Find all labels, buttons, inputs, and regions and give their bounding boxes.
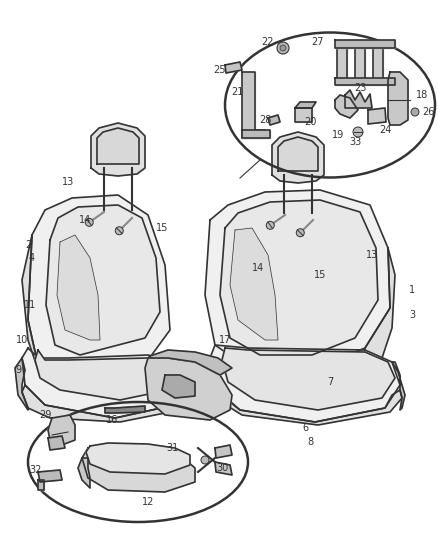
Polygon shape xyxy=(220,200,378,355)
Text: 6: 6 xyxy=(302,423,308,433)
Text: 15: 15 xyxy=(156,223,168,233)
Polygon shape xyxy=(272,132,324,183)
Text: 20: 20 xyxy=(304,117,316,127)
Polygon shape xyxy=(337,42,347,80)
Text: 16: 16 xyxy=(106,415,118,425)
Polygon shape xyxy=(105,406,145,413)
Text: 33: 33 xyxy=(349,137,361,147)
Polygon shape xyxy=(388,72,408,125)
Polygon shape xyxy=(215,445,232,458)
Circle shape xyxy=(85,219,93,227)
Polygon shape xyxy=(268,115,280,125)
Polygon shape xyxy=(242,72,265,138)
Text: 23: 23 xyxy=(354,83,366,93)
Text: 13: 13 xyxy=(62,177,74,187)
Text: 12: 12 xyxy=(142,497,154,507)
Polygon shape xyxy=(35,350,175,400)
Polygon shape xyxy=(22,348,185,418)
Text: 11: 11 xyxy=(24,300,36,310)
Polygon shape xyxy=(392,362,405,410)
Polygon shape xyxy=(46,205,160,355)
Polygon shape xyxy=(82,446,195,492)
Polygon shape xyxy=(145,358,232,420)
Polygon shape xyxy=(22,235,68,382)
Text: 24: 24 xyxy=(379,125,391,135)
Circle shape xyxy=(277,42,289,54)
Polygon shape xyxy=(230,228,278,340)
Text: 26: 26 xyxy=(422,107,434,117)
Text: 17: 17 xyxy=(219,335,231,345)
Polygon shape xyxy=(210,345,400,422)
Text: 15: 15 xyxy=(314,270,326,280)
Text: 21: 21 xyxy=(231,87,243,97)
Text: 22: 22 xyxy=(262,37,274,47)
Text: 31: 31 xyxy=(166,443,178,453)
Text: 8: 8 xyxy=(307,437,313,447)
Text: 2: 2 xyxy=(25,240,31,250)
Polygon shape xyxy=(205,190,390,368)
Circle shape xyxy=(266,221,274,229)
Polygon shape xyxy=(278,137,318,171)
Text: 7: 7 xyxy=(327,377,333,387)
Polygon shape xyxy=(355,42,365,80)
Polygon shape xyxy=(162,375,195,398)
Polygon shape xyxy=(242,130,270,138)
Polygon shape xyxy=(38,480,44,490)
Text: 19: 19 xyxy=(332,130,344,140)
Polygon shape xyxy=(365,248,395,370)
Circle shape xyxy=(115,227,123,235)
Text: 4: 4 xyxy=(29,253,35,263)
Circle shape xyxy=(411,108,419,116)
Text: 10: 10 xyxy=(16,335,28,345)
Polygon shape xyxy=(86,443,190,474)
Polygon shape xyxy=(345,90,372,108)
Text: 14: 14 xyxy=(252,263,264,273)
Polygon shape xyxy=(222,348,395,410)
Text: 28: 28 xyxy=(259,115,271,125)
Polygon shape xyxy=(48,436,65,450)
Text: 25: 25 xyxy=(214,65,226,75)
Polygon shape xyxy=(15,358,28,410)
Polygon shape xyxy=(215,462,232,475)
Text: 9: 9 xyxy=(15,365,21,375)
Polygon shape xyxy=(22,385,185,422)
Polygon shape xyxy=(78,458,90,488)
Text: 30: 30 xyxy=(216,463,228,473)
Text: 32: 32 xyxy=(29,465,41,475)
Polygon shape xyxy=(28,195,170,380)
Polygon shape xyxy=(335,95,358,118)
Polygon shape xyxy=(335,78,395,85)
Text: 3: 3 xyxy=(409,310,415,320)
Polygon shape xyxy=(57,235,100,340)
Polygon shape xyxy=(148,350,232,375)
Polygon shape xyxy=(368,108,386,124)
Polygon shape xyxy=(335,40,395,48)
Polygon shape xyxy=(38,470,62,482)
Text: 27: 27 xyxy=(312,37,324,47)
Circle shape xyxy=(353,127,363,137)
Circle shape xyxy=(296,229,304,237)
Text: 18: 18 xyxy=(416,90,428,100)
Circle shape xyxy=(201,456,209,464)
Text: 1: 1 xyxy=(409,285,415,295)
Text: 13: 13 xyxy=(366,250,378,260)
Polygon shape xyxy=(373,42,383,80)
Polygon shape xyxy=(295,102,316,108)
Circle shape xyxy=(280,45,286,51)
Text: 14: 14 xyxy=(79,215,91,225)
Polygon shape xyxy=(48,415,75,445)
Polygon shape xyxy=(295,108,312,122)
Polygon shape xyxy=(225,62,242,73)
Text: 29: 29 xyxy=(39,410,51,420)
Polygon shape xyxy=(97,128,139,164)
Polygon shape xyxy=(91,123,145,176)
Polygon shape xyxy=(215,390,402,425)
